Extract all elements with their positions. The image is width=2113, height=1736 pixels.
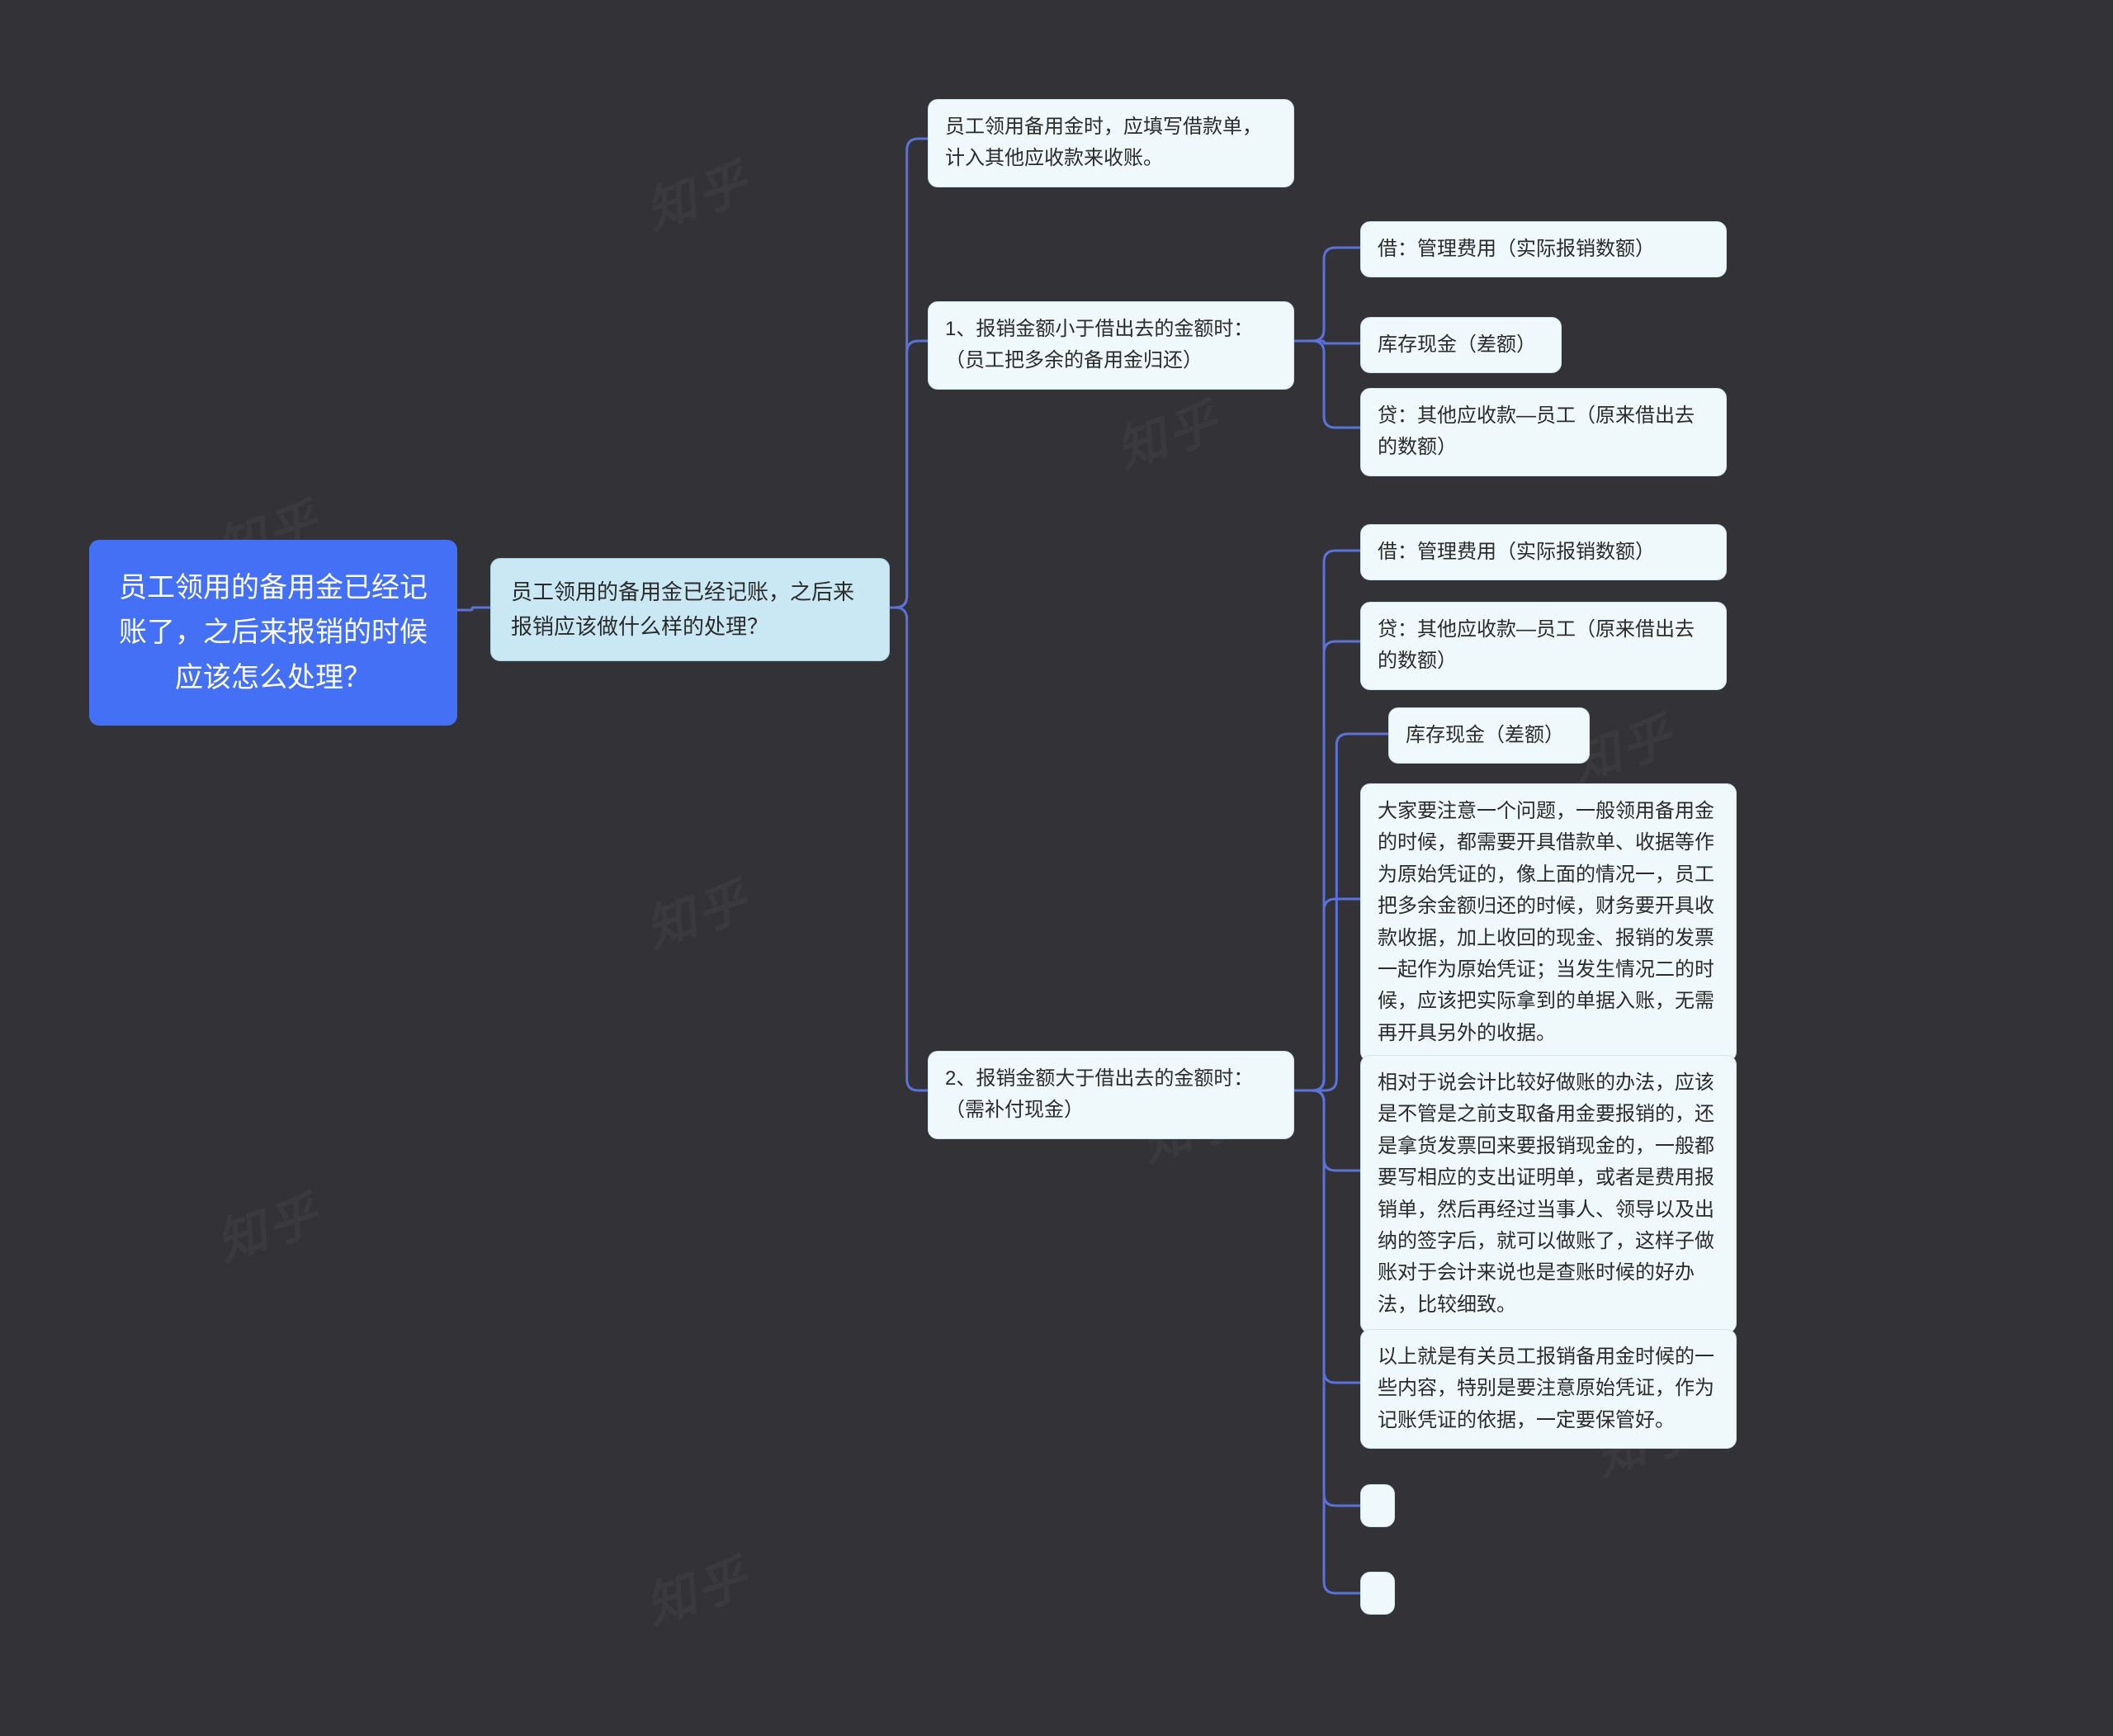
mindmap-node-c2a[interactable]: 借：管理费用（实际报销数额）: [1360, 221, 1727, 277]
connector: [1294, 341, 1360, 428]
connector: [1294, 641, 1360, 1090]
watermark: 知乎: [1106, 381, 1229, 482]
connector: [890, 608, 928, 1090]
connector: [457, 608, 490, 610]
mindmap-node-c3c[interactable]: 库存现金（差额）: [1388, 707, 1590, 764]
mindmap-node-c3h[interactable]: [1360, 1572, 1395, 1615]
connector: [1294, 551, 1360, 1090]
mindmap-node-root[interactable]: 员工领用的备用金已经记账了，之后来报销的时候应该怎么处理？: [89, 540, 457, 726]
connector: [1294, 1090, 1360, 1383]
mindmap-node-c3e[interactable]: 相对于说会计比较好做账的办法，应该是不管是之前支取备用金要报销的，还是拿货发票回…: [1360, 1055, 1737, 1333]
connector-layer: [0, 0, 2113, 1736]
connector: [890, 139, 928, 608]
connector: [1294, 899, 1360, 1090]
mindmap-canvas: 知乎知乎知乎知乎知乎知乎知乎知乎知乎员工领用的备用金已经记账了，之后来报销的时候…: [0, 0, 2113, 1736]
mindmap-node-c3b[interactable]: 贷：其他应收款—员工（原来借出去的数额）: [1360, 602, 1727, 690]
connector: [1294, 1090, 1360, 1171]
watermark: 知乎: [636, 142, 759, 243]
watermark: 知乎: [636, 860, 759, 961]
mindmap-node-c3g[interactable]: [1360, 1484, 1395, 1527]
connector: [1294, 341, 1360, 343]
mindmap-node-c2[interactable]: 1、报销金额小于借出去的金额时：（员工把多余的备用金归还）: [928, 301, 1294, 390]
mindmap-node-c3f[interactable]: 以上就是有关员工报销备用金时候的一些内容，特别是要注意原始凭证，作为记账凭证的依…: [1360, 1329, 1737, 1449]
mindmap-node-c3d[interactable]: 大家要注意一个问题，一般领用备用金的时候，都需要开具借款单、收据等作为原始凭证的…: [1360, 783, 1737, 1062]
mindmap-node-c3[interactable]: 2、报销金额大于借出去的金额时：（需补付现金）: [928, 1051, 1294, 1139]
mindmap-node-c2b[interactable]: 库存现金（差额）: [1360, 317, 1562, 373]
mindmap-node-c1[interactable]: 员工领用备用金时，应填写借款单，计入其他应收款来收账。: [928, 99, 1294, 187]
connector: [1294, 1090, 1360, 1506]
connector: [1294, 1090, 1360, 1593]
connector: [890, 341, 928, 608]
mindmap-node-c2c[interactable]: 贷：其他应收款—员工（原来借出去的数额）: [1360, 388, 1727, 476]
watermark: 知乎: [206, 1174, 329, 1275]
mindmap-node-c3a[interactable]: 借：管理费用（实际报销数额）: [1360, 524, 1727, 580]
connector: [1294, 248, 1360, 341]
mindmap-node-l1[interactable]: 员工领用的备用金已经记账，之后来报销应该做什么样的处理？: [490, 558, 890, 661]
watermark: 知乎: [636, 1537, 759, 1638]
